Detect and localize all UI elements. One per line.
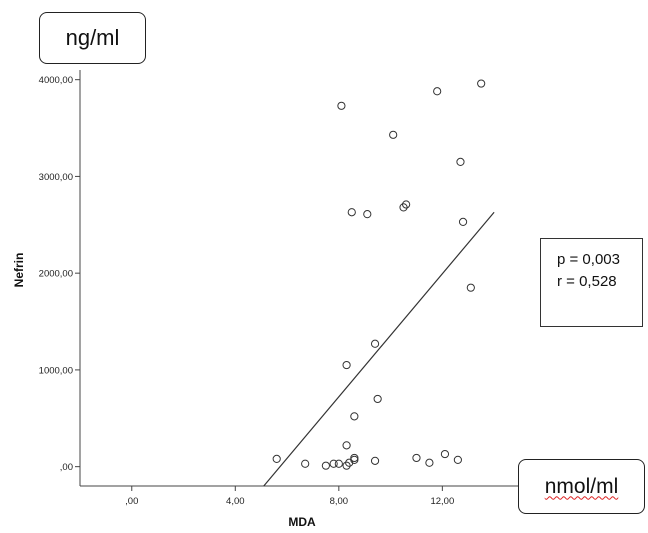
y-unit-text: ng/ml: [65, 25, 120, 50]
x-tick-label: 12,00: [430, 496, 454, 507]
data-point: [373, 394, 382, 404]
x-tick-label: 8,00: [330, 496, 349, 507]
scatter-points: [272, 79, 486, 470]
data-point: [458, 217, 468, 226]
data-point: [425, 458, 434, 467]
data-point: [389, 130, 398, 139]
data-point: [321, 461, 330, 470]
data-point: [342, 441, 351, 450]
data-point: [342, 461, 351, 470]
r-value-text: r = 0,528: [557, 273, 617, 290]
y-tick-label: 2000,00: [39, 269, 73, 280]
data-point: [329, 459, 338, 468]
data-point: [402, 200, 411, 209]
y-tick-label: 3000,00: [39, 172, 73, 183]
regression-line: [263, 211, 495, 487]
x-unit-callout: nmol/ml: [518, 459, 645, 514]
x-tick-label: ,00: [125, 496, 138, 507]
x-axis-label: MDA: [288, 515, 316, 529]
data-point: [337, 101, 346, 110]
data-point: [399, 203, 408, 212]
x-tick-label: 4,00: [226, 496, 245, 507]
data-point: [350, 412, 359, 421]
x-unit-text: nmol/ml: [544, 474, 619, 498]
y-tick-label: ,00: [60, 462, 73, 473]
data-point: [334, 459, 343, 468]
data-point: [342, 360, 351, 370]
data-point: [350, 453, 359, 463]
data-point: [301, 459, 310, 468]
y-tick-label: 1000,00: [39, 365, 73, 376]
x-axis-ticks: ,00 4,00 8,00 12,00: [125, 486, 454, 507]
y-axis-label: Nefrin: [12, 253, 26, 288]
data-point: [440, 449, 450, 459]
data-point: [466, 283, 475, 292]
data-point: [370, 339, 380, 348]
y-axis-ticks: ,00 1000,00 2000,00 3000,00 4000,00: [39, 75, 80, 473]
data-point: [433, 87, 442, 96]
data-point: [477, 79, 486, 88]
data-point: [412, 453, 421, 463]
data-point: [347, 208, 356, 217]
y-unit-callout: ng/ml: [39, 12, 146, 64]
data-point: [272, 454, 281, 464]
stats-box: p = 0,003 r = 0,528: [540, 238, 643, 327]
data-point: [370, 456, 380, 465]
y-tick-label: 4000,00: [39, 75, 73, 86]
data-point: [363, 210, 372, 219]
p-value-text: p = 0,003: [557, 251, 620, 268]
data-point: [456, 157, 465, 167]
data-point: [453, 455, 462, 464]
